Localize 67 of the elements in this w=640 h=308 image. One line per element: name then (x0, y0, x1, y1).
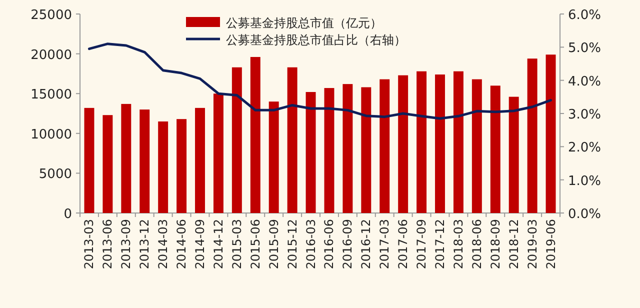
x-tick-label: 2013-09 (119, 219, 134, 270)
x-tick-label: 2015-12 (285, 219, 300, 270)
x-tick-label: 2014-12 (211, 219, 226, 270)
x-tick-label: 2019-03 (525, 219, 540, 270)
x-tick-label: 2017-09 (414, 219, 429, 270)
x-tick-label: 2014-06 (174, 219, 189, 270)
bar (84, 108, 94, 213)
bar (398, 75, 408, 213)
x-tick-label: 2014-09 (193, 219, 207, 270)
x-tick-label: 2018-09 (488, 219, 502, 270)
x-tick-label: 2019-06 (544, 219, 558, 270)
y2-tick-label: 6.0% (568, 8, 602, 23)
x-tick-label: 2017-03 (378, 219, 392, 270)
y2-tick-label: 4.0% (568, 74, 602, 90)
x-tick-label: 2018-03 (451, 219, 466, 270)
y2-tick-label: 1.0% (568, 174, 602, 189)
x-tick-label: 2018-12 (506, 219, 521, 270)
bar (158, 121, 168, 213)
bar (232, 67, 242, 213)
bar (213, 94, 224, 213)
bar (546, 54, 556, 213)
x-tick-label: 2017-06 (396, 219, 410, 270)
bar (435, 74, 445, 213)
x-tick-label: 2013-03 (82, 219, 96, 270)
bar (380, 79, 390, 213)
bar (287, 67, 298, 213)
bar (176, 119, 187, 213)
x-tick-label: 2017-12 (433, 219, 447, 270)
y-tick-label: 0 (64, 207, 72, 222)
x-tick-label: 2016-09 (340, 219, 355, 270)
y2-tick-label: 5.0% (568, 41, 602, 56)
bar (121, 104, 132, 213)
x-tick-label: 2016-06 (322, 219, 336, 270)
x-tick-label: 2015-03 (230, 219, 244, 270)
y2-tick-label: 0.0% (568, 207, 602, 222)
x-tick-label: 2016-03 (304, 219, 318, 270)
y-tick-label: 5000 (38, 167, 72, 182)
x-tick-label: 2016-12 (359, 219, 374, 270)
x-tick-label: 2014-03 (156, 219, 170, 270)
bar (527, 58, 538, 213)
x-tick-label: 2013-06 (100, 219, 115, 270)
y-tick-label: 10000 (30, 127, 72, 142)
y-tick-label: 25000 (30, 8, 72, 23)
bar (195, 108, 205, 213)
y2-tick-label: 3.0% (568, 108, 602, 122)
bar (102, 115, 113, 213)
bar (306, 92, 316, 213)
bar (361, 87, 372, 213)
x-tick-label: 2015-06 (248, 219, 262, 270)
bar (453, 71, 464, 213)
legend-label: 公募基金持股总市值（亿元） (226, 16, 382, 30)
bar (342, 84, 353, 213)
bar (490, 86, 500, 213)
x-tick-label: 2015-09 (266, 219, 281, 270)
x-tick-label: 2013-12 (138, 219, 152, 270)
bar (416, 71, 427, 213)
x-tick-label: 2018-06 (470, 219, 484, 270)
legend-label: 公募基金持股总市值占比（右轴） (226, 33, 406, 47)
bar (140, 110, 150, 213)
bar (472, 79, 482, 213)
bar (324, 88, 334, 213)
y2-tick-label: 2.0% (568, 140, 602, 156)
y-tick-label: 15000 (30, 88, 72, 103)
y-tick-label: 20000 (30, 48, 72, 63)
bar (508, 96, 519, 213)
bar (250, 56, 260, 213)
bar (268, 102, 279, 213)
